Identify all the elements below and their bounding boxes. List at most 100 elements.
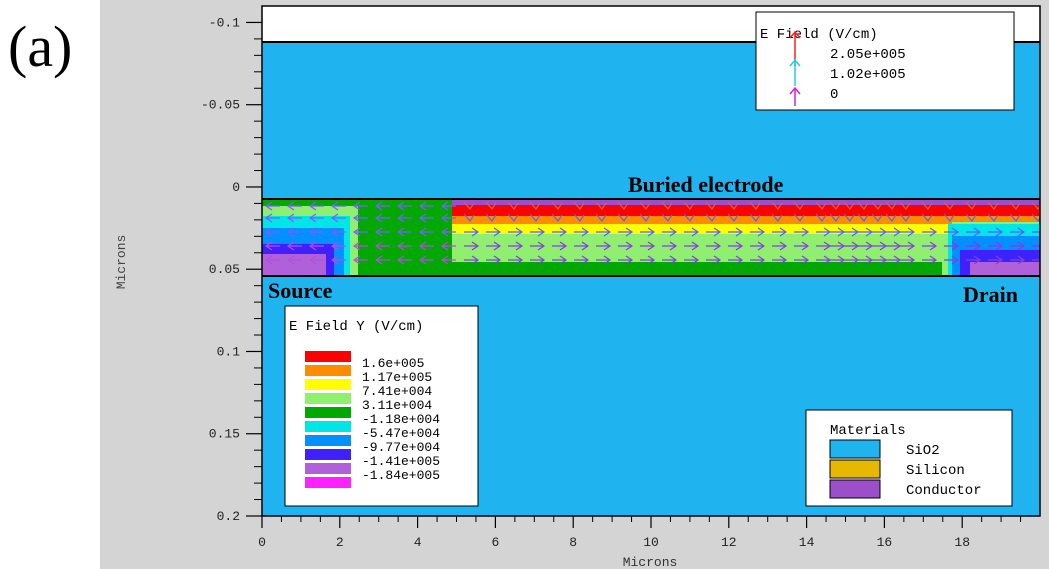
field-arrow <box>464 227 480 237</box>
x-tick-label: 4 <box>414 535 422 550</box>
field-arrow <box>794 241 810 251</box>
field-arrow <box>595 201 607 210</box>
field-arrow <box>618 227 634 237</box>
material-swatch <box>829 479 881 499</box>
field-arrow <box>640 241 656 251</box>
x-tick-label: 12 <box>721 535 737 550</box>
materials-legend-entries: SiO2 Silicon Conductor <box>829 439 982 499</box>
field-arrow <box>662 227 678 237</box>
field-arrow <box>944 227 960 237</box>
field-arrow <box>440 241 456 251</box>
ey-legend-label: 7.41e+004 <box>362 384 432 399</box>
field-arrow <box>508 255 524 265</box>
field-arrow <box>463 201 475 210</box>
y-tick-label: -0.05 <box>201 98 240 113</box>
ey-legend-label: 1.17e+005 <box>362 370 432 385</box>
field-arrow <box>618 241 634 251</box>
field-arrow <box>596 227 612 237</box>
material-swatch <box>829 439 881 459</box>
x-tick-label: 6 <box>491 535 499 550</box>
field-arrow <box>374 213 390 223</box>
materials-legend: Materials SiO2 Silicon Conductor <box>805 409 1013 507</box>
field-arrow <box>684 241 700 251</box>
field-arrow <box>1009 213 1021 222</box>
field-arrow <box>793 213 805 222</box>
field-arrow <box>1031 213 1040 222</box>
panel-label: (a) <box>8 14 73 79</box>
field-arrow <box>352 227 368 237</box>
field-arrow <box>944 255 960 265</box>
field-arrow <box>728 227 744 237</box>
field-arrow <box>815 201 827 210</box>
field-arrow <box>705 201 717 210</box>
field-arrow <box>857 213 869 222</box>
field-arrow <box>308 201 324 211</box>
field-arrow <box>987 213 999 222</box>
field-arrow <box>286 227 302 237</box>
field-arrow <box>352 255 368 265</box>
field-arrow <box>418 213 434 223</box>
field-arrow <box>352 213 368 223</box>
field-arrow <box>396 255 412 265</box>
field-arrow <box>966 241 982 251</box>
field-arrow <box>843 201 855 210</box>
x-tick-label: 2 <box>336 535 344 550</box>
field-arrow <box>750 241 766 251</box>
field-arrow <box>900 227 916 237</box>
field-arrow <box>552 255 568 265</box>
field-arrow <box>352 201 368 211</box>
field-arrow <box>793 201 805 210</box>
field-arrow <box>900 241 916 251</box>
field-arrow <box>264 255 280 265</box>
material-label: Silicon <box>906 463 965 479</box>
field-arrow <box>330 241 346 251</box>
field-arrow <box>264 241 280 251</box>
field-arrow <box>529 201 541 210</box>
field-arrow <box>749 213 761 222</box>
field-arrow <box>771 201 783 210</box>
field-arrow <box>618 255 634 265</box>
field-arrow <box>552 227 568 237</box>
field-arrow <box>374 255 390 265</box>
efield-legend-entries: 2.05e+005 1.02e+005 0 <box>789 30 906 106</box>
field-arrow <box>440 213 456 223</box>
field-arrow <box>771 213 783 222</box>
field-arrow <box>943 201 955 210</box>
field-arrow <box>1010 241 1026 251</box>
field-arrow <box>639 213 651 222</box>
efield-legend-title: E Field (V/cm) <box>760 27 878 43</box>
source-annotation: Source <box>268 278 333 303</box>
buried-electrode-annotation: Buried electrode <box>628 172 784 197</box>
field-arrow <box>440 201 456 211</box>
field-arrow <box>264 213 280 223</box>
x-tick-label: 8 <box>569 535 577 550</box>
ey-legend-label: -5.47e+004 <box>362 426 440 441</box>
y-axis: -0.1 -0.05 0 0.05 0.1 0.15 0.2 <box>201 15 262 524</box>
field-arrow <box>396 241 412 251</box>
field-arrow <box>727 213 739 222</box>
ey-legend-label: -9.77e+004 <box>362 440 440 455</box>
field-arrow <box>815 213 827 222</box>
material-swatch <box>829 459 881 479</box>
field-arrow <box>943 213 955 222</box>
drain-annotation: Drain <box>963 282 1018 307</box>
field-arrow <box>507 213 519 222</box>
field-arrow <box>308 227 324 237</box>
field-arrow <box>530 227 546 237</box>
field-arrow <box>857 201 869 210</box>
field-arrow <box>750 255 766 265</box>
field-arrow <box>308 241 324 251</box>
field-arrow <box>1032 256 1040 264</box>
x-tick-label: 0 <box>258 535 266 550</box>
ey-legend-swatch <box>305 477 351 488</box>
field-arrows <box>264 201 1040 265</box>
ey-legend-swatch <box>305 393 351 404</box>
field-arrow <box>418 255 434 265</box>
field-arrow <box>264 201 280 211</box>
x-tick-label: 16 <box>877 535 893 550</box>
field-arrow <box>705 213 717 222</box>
ey-legend-swatch <box>305 365 351 376</box>
field-arrow <box>485 201 497 210</box>
field-arrow <box>728 241 744 251</box>
field-arrow <box>330 201 346 211</box>
